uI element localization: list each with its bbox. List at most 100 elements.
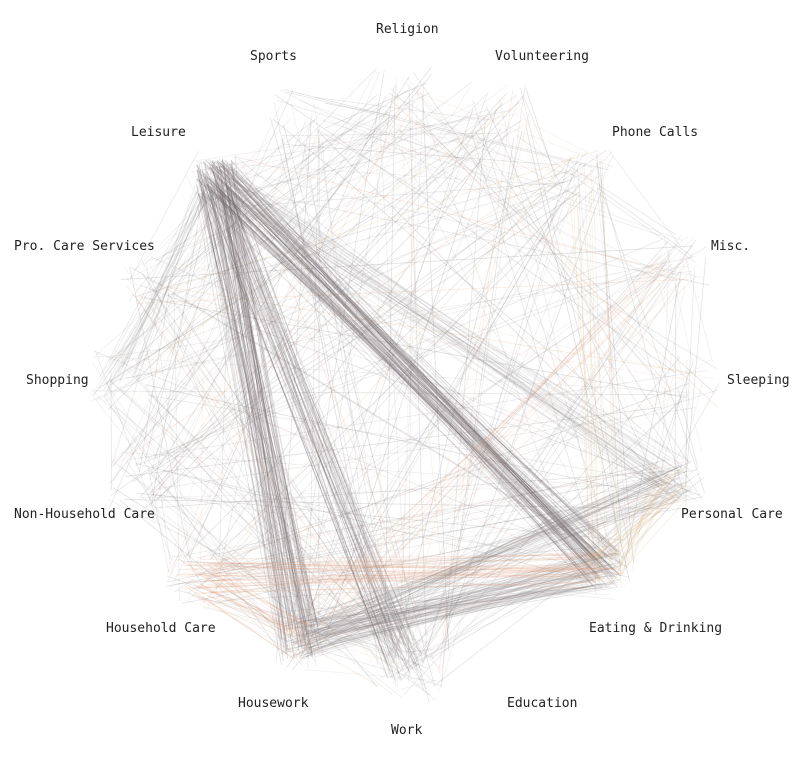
transition-line <box>125 277 433 662</box>
transition-line <box>226 182 306 651</box>
transition-line <box>223 163 286 642</box>
transition-line <box>135 160 216 374</box>
transition-line <box>223 185 619 563</box>
transition-line <box>212 461 687 559</box>
transition-line <box>301 489 668 648</box>
transition-line <box>187 151 612 602</box>
transition-line <box>221 160 603 571</box>
transition-line <box>577 209 597 596</box>
transition-line <box>590 163 600 584</box>
transition-line <box>200 161 289 651</box>
transition-line <box>295 465 682 650</box>
label-leisure: Leisure <box>131 125 186 140</box>
transition-line <box>617 473 672 571</box>
transition-line <box>119 499 311 655</box>
transition-line <box>129 369 708 460</box>
transition-line <box>216 162 405 645</box>
transition-line <box>233 178 615 582</box>
transition-line <box>231 168 619 553</box>
transition-line <box>651 360 694 477</box>
transition-line <box>284 567 616 637</box>
transition-line <box>157 470 680 508</box>
transition-line <box>223 168 304 635</box>
transition-line <box>303 143 401 680</box>
transition-line <box>124 499 669 509</box>
transition-line <box>294 572 598 656</box>
transition-line <box>209 129 502 561</box>
transition-line <box>108 379 385 644</box>
transition-line <box>173 291 180 601</box>
transition-line <box>105 192 223 375</box>
transition-line <box>219 167 295 647</box>
transition-line <box>212 162 404 670</box>
transition-line <box>608 477 693 561</box>
transition-line <box>290 466 672 646</box>
transition-line <box>223 195 669 494</box>
transition-line <box>631 284 686 572</box>
transition-line <box>620 498 677 563</box>
transition-line <box>200 181 313 655</box>
transition-line <box>107 196 231 374</box>
transition-line <box>193 568 309 658</box>
transition-line <box>228 166 607 586</box>
transition-line <box>135 264 667 466</box>
transition-line <box>284 144 559 166</box>
transition-line <box>321 142 379 666</box>
transition-line <box>298 100 683 241</box>
transition-line <box>313 562 616 624</box>
transition-line <box>607 469 681 557</box>
transition-line <box>93 288 169 396</box>
transition-line <box>317 130 680 499</box>
transition-line <box>207 558 601 565</box>
transition-line <box>201 192 619 558</box>
transition-line <box>108 81 472 361</box>
transition-line <box>317 551 597 644</box>
transition-line <box>197 178 594 565</box>
transition-line <box>307 136 599 178</box>
transition-line <box>221 382 690 563</box>
transition-line <box>315 128 717 369</box>
transition-line <box>147 260 666 459</box>
transition-line <box>113 168 220 366</box>
transition-line <box>208 575 293 638</box>
transition-line <box>294 261 665 638</box>
transition-line <box>213 162 619 581</box>
transition-line <box>186 561 594 571</box>
transition-line <box>298 108 474 647</box>
transition-line <box>235 156 680 276</box>
transition-line <box>220 188 283 637</box>
transition-line <box>204 183 615 571</box>
transition-line <box>141 496 403 699</box>
transition-line <box>516 135 696 263</box>
transition-line <box>288 263 673 625</box>
transition-line <box>209 194 595 559</box>
transition-line <box>192 594 284 639</box>
transition-line <box>174 544 618 585</box>
transition-line <box>312 476 680 634</box>
transition-line <box>233 194 313 627</box>
transition-line <box>230 160 588 558</box>
transition-line <box>284 552 617 627</box>
transition-line <box>107 177 234 392</box>
transition-line <box>316 565 596 636</box>
transition-line <box>195 191 595 582</box>
transition-line <box>223 181 621 577</box>
transition-line <box>196 164 304 628</box>
transition-line <box>196 595 304 633</box>
transition-line <box>208 194 408 670</box>
transition-line <box>230 162 313 652</box>
transition-line <box>307 134 319 669</box>
transition-line <box>118 464 393 696</box>
transition-line <box>384 84 396 642</box>
transition-line <box>219 189 590 564</box>
transition-line <box>207 184 617 567</box>
transition-line <box>274 93 677 374</box>
transition-line <box>196 172 596 584</box>
transition-line <box>281 585 593 654</box>
transition-line <box>182 152 587 559</box>
transition-line <box>308 579 593 651</box>
transition-line <box>167 575 398 658</box>
label-housework: Housework <box>238 696 309 711</box>
transition-line <box>193 570 308 638</box>
transition-line <box>196 178 395 664</box>
